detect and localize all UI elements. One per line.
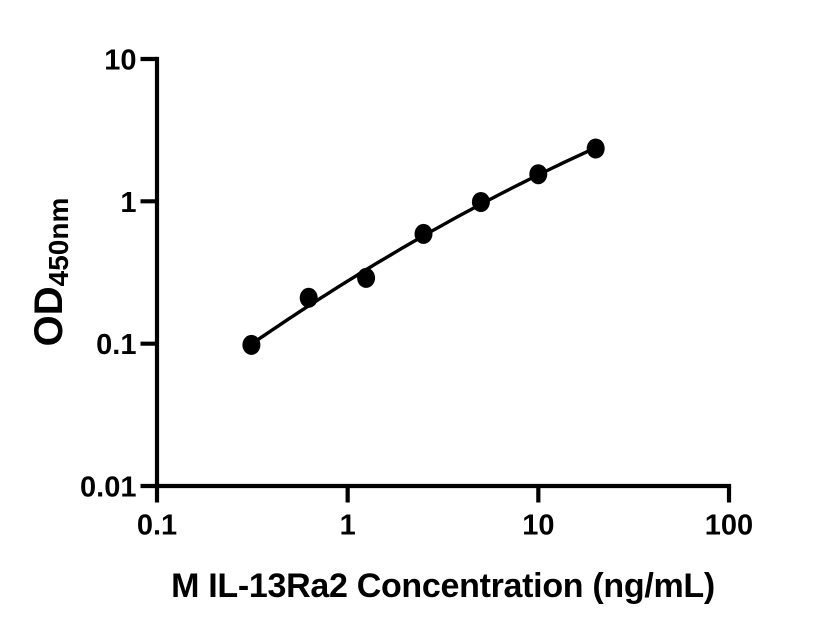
- data-points-layer: [242, 138, 605, 355]
- data-point-marker: [529, 164, 548, 185]
- x-tick-label: 0.1: [137, 510, 177, 542]
- y-axis-title-subscript: 450nm: [43, 198, 74, 287]
- data-point-marker: [586, 138, 605, 159]
- x-tick-label: 1: [340, 510, 356, 542]
- x-tick-label: 100: [705, 510, 753, 542]
- x-tick-label: 10: [522, 510, 554, 542]
- y-tick-label: 10: [104, 45, 136, 77]
- data-point-marker: [471, 192, 490, 212]
- x-axis-title: M IL-13Ra2 Concentration (ng/mL): [171, 567, 715, 605]
- data-point-marker: [299, 287, 318, 308]
- y-tick-label: 1: [120, 187, 136, 219]
- y-tick-label: 0.1: [96, 329, 136, 361]
- axes-layer: [140, 56, 732, 503]
- data-point-marker: [357, 267, 376, 288]
- data-point-marker: [414, 223, 433, 244]
- y-axis-title-main: OD: [27, 286, 71, 346]
- data-point-marker: [242, 334, 261, 355]
- y-axis-title: OD450nm: [27, 198, 74, 347]
- y-tick-label: 0.01: [80, 472, 136, 504]
